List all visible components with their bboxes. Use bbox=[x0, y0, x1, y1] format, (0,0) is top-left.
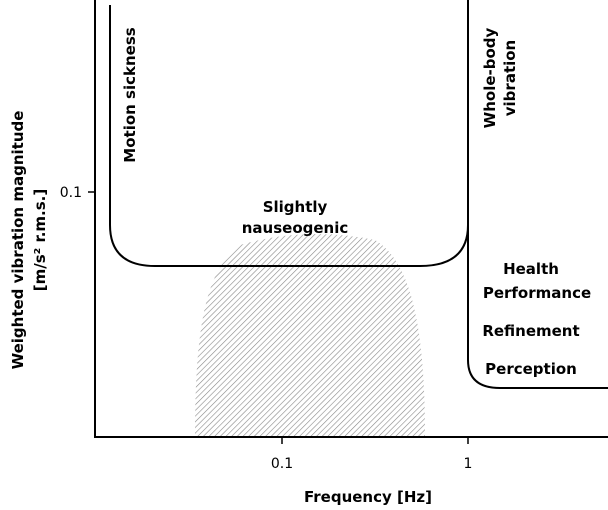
level-label: Refinement bbox=[482, 322, 579, 340]
level-label: Health bbox=[503, 260, 559, 278]
region-label: nauseogenic bbox=[242, 219, 349, 237]
nauseogenic-region bbox=[195, 234, 425, 437]
region-label: Motion sickness bbox=[121, 27, 139, 162]
level-label: Performance bbox=[483, 284, 591, 302]
x-axis-label: Frequency [Hz] bbox=[304, 488, 432, 506]
y-axis-label: [m/s² r.m.s.] bbox=[31, 189, 49, 291]
region-label: Slightly bbox=[263, 198, 328, 216]
x-tick-label: 0.1 bbox=[271, 456, 293, 472]
motion-sickness-curve bbox=[109, 5, 469, 267]
region-label: Whole-body bbox=[481, 27, 499, 128]
region-label: vibration bbox=[501, 40, 519, 116]
y-tick-label: 0.1 bbox=[60, 185, 82, 201]
whole-body-curve bbox=[467, 0, 608, 389]
y-axis-label: Weighted vibration magnitude bbox=[9, 111, 27, 370]
level-label: Perception bbox=[485, 360, 577, 378]
x-tick-label: 1 bbox=[464, 456, 473, 472]
